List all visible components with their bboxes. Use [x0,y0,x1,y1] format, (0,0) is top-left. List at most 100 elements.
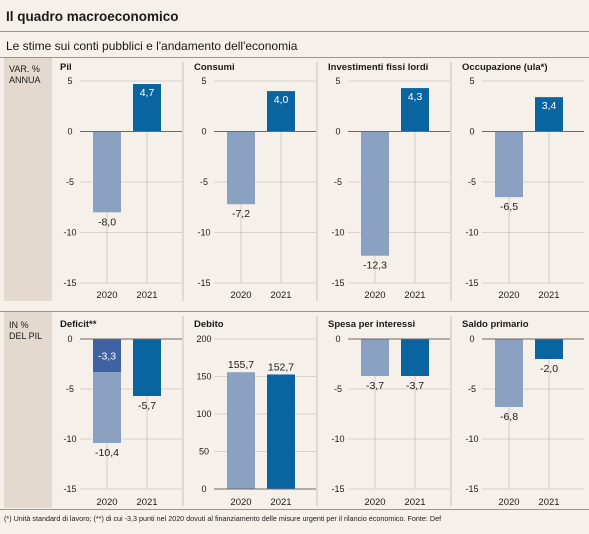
y-tick-label: 0 [201,127,206,137]
y-tick-label: -5 [334,177,342,187]
x-tick-label: 2021 [136,290,157,301]
bar-value-label: -3,7 [406,380,424,392]
x-tick-label: 2021 [404,290,425,301]
y-tick-label: 0 [469,334,474,344]
x-tick-label: 2020 [96,290,117,301]
x-tick-label: 2021 [538,497,559,508]
y-tick-label: -15 [465,484,478,494]
bar-2020 [227,131,255,205]
y-tick-label: 0 [335,127,340,137]
bar-2020 [495,339,523,407]
x-tick-label: 2021 [270,290,291,301]
bar-value-label: 152,7 [268,361,294,373]
inner-value-label: -3,3 [98,351,116,363]
x-tick-label: 2020 [96,497,117,508]
bar-value-label: 155,7 [228,359,254,371]
y-tick-label: 0 [335,334,340,344]
y-tick-label: 5 [335,76,340,86]
panel-title: Pil [60,62,72,73]
panel-title: Investimenti fissi lordi [328,62,428,73]
section-sidebar-annual [4,58,52,301]
section-label-line1: IN % [9,320,29,330]
bar-2021 [133,339,161,396]
bar-2021 [401,339,429,376]
bar-2021 [535,97,563,132]
panel-title: Consumi [194,62,235,73]
y-tick-label: -15 [197,278,210,288]
bar-2021 [133,84,161,132]
footer-divider [0,509,589,510]
y-tick-label: 0 [469,127,474,137]
footnote: (*) Unità standard di lavoro; (**) di cu… [4,514,442,523]
x-tick-label: 2020 [230,497,251,508]
title-divider [0,31,589,32]
y-tick-label: 5 [201,76,206,86]
bar-value-label: 4,7 [140,87,155,99]
section-label-gdp: IN % DEL PIL [9,320,42,342]
bar-2020 [361,339,389,376]
panel-title: Debito [194,319,224,330]
page-title: Il quadro macroeconomico [6,9,179,24]
x-tick-label: 2020 [364,290,385,301]
x-tick-label: 2021 [270,497,291,508]
y-tick-label: -5 [468,177,476,187]
bar-value-label: 4,0 [274,94,289,106]
bar-value-label: -6,5 [500,201,518,213]
panel-title: Saldo primario [462,319,529,330]
y-tick-label: -10 [465,228,478,238]
y-tick-label: -15 [465,278,478,288]
y-tick-label: 0 [201,484,206,494]
y-tick-label: -10 [331,228,344,238]
bar-value-label: -12,3 [363,260,387,272]
bar-value-label: -3,7 [366,380,384,392]
y-tick-label: 0 [67,127,72,137]
bar-value-label: -10,4 [95,447,119,459]
y-tick-label: -15 [331,278,344,288]
bar-value-label: 3,4 [542,100,557,112]
bar-value-label: 4,3 [408,91,423,103]
x-tick-label: 2021 [404,497,425,508]
x-tick-label: 2020 [498,290,519,301]
section-label-annual: VAR. % ANNUA [9,64,41,86]
bar-value-label: -6,8 [500,411,518,423]
y-tick-label: 0 [67,334,72,344]
y-tick-label: -10 [63,434,76,444]
x-tick-label: 2021 [136,497,157,508]
section-label-line1: VAR. % [9,64,40,74]
x-tick-label: 2020 [230,290,251,301]
y-tick-label: -15 [63,484,76,494]
y-tick-label: 150 [196,372,211,382]
section-label-line2: ANNUA [9,75,41,85]
bar-2020 [495,131,523,198]
bar-value-label: -2,0 [540,363,558,375]
subtitle-divider [0,57,589,58]
y-tick-label: -5 [468,384,476,394]
bar-inner-segment [93,339,121,372]
y-tick-label: 200 [196,334,211,344]
y-tick-label: -5 [66,384,74,394]
y-tick-label: -10 [63,228,76,238]
bar-value-label: -7,2 [232,208,250,220]
bar-value-label: -5,7 [138,400,156,412]
section-label-line2: DEL PIL [9,331,43,341]
bar-2021 [401,88,429,132]
y-tick-label: -15 [331,484,344,494]
bar-value-label: -8,0 [98,216,116,228]
y-tick-label: 5 [67,76,72,86]
y-tick-label: -15 [63,278,76,288]
y-tick-label: 50 [199,447,209,457]
section-sidebar-gdp [4,312,52,508]
y-tick-label: -5 [200,177,208,187]
x-tick-label: 2020 [364,497,385,508]
bar-2020 [361,131,389,256]
y-tick-label: 5 [469,76,474,86]
bar-2021 [267,91,295,132]
y-tick-label: -10 [331,434,344,444]
bar-2020 [93,131,121,213]
bar-2020 [227,372,255,489]
y-tick-label: 100 [196,409,211,419]
y-tick-label: -5 [66,177,74,187]
bar-2021 [267,374,295,489]
bar-2021 [535,339,563,359]
